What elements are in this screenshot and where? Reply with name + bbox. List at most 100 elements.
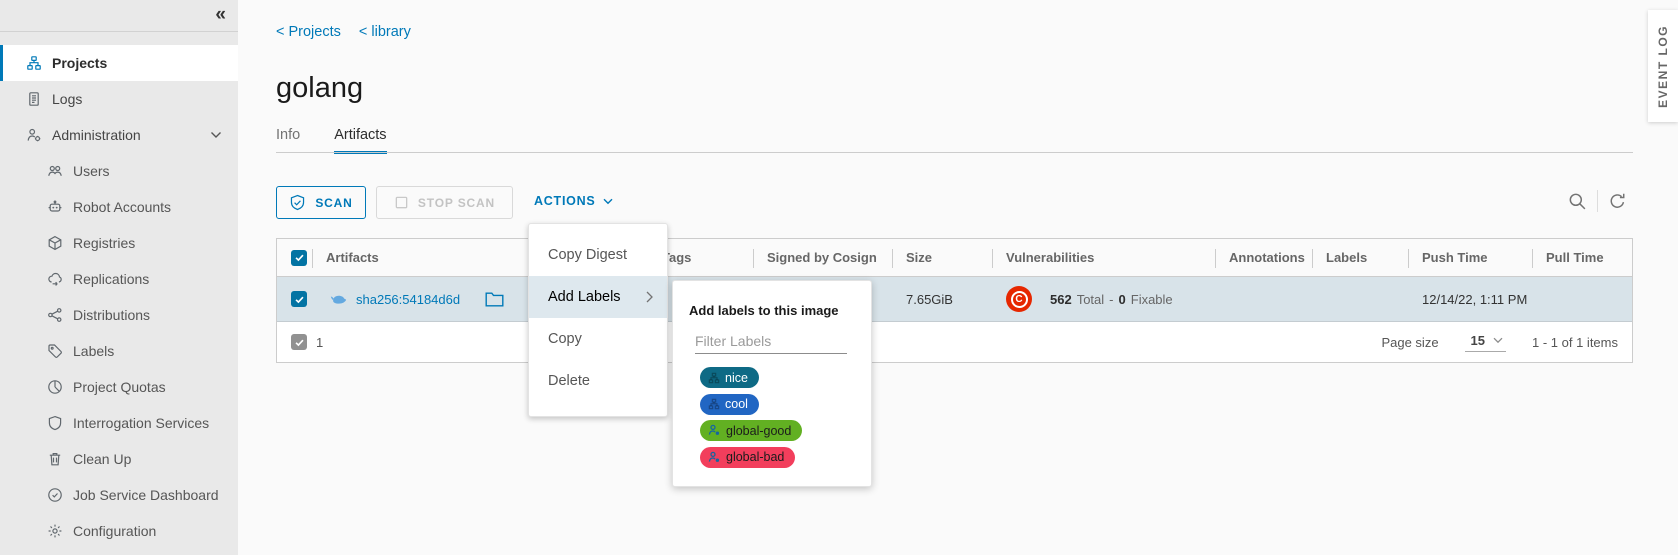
vulnerabilities-cell: C 562 Total - 0 Fixable [992,286,1215,312]
share-icon [47,307,63,323]
column-header-labels[interactable]: Labels [1312,239,1408,276]
breadcrumb-projects-link[interactable]: < Projects [276,24,341,40]
sidebar-item-robot-accounts[interactable]: Robot Accounts [0,189,238,225]
table-footer: 1 Page size 15 1 - 1 of 1 items [277,322,1632,363]
sidebar-item-label: Distributions [73,307,151,323]
label-pill-cool[interactable]: cool [700,393,759,415]
scan-button[interactable]: SCAN [276,186,366,219]
sidebar-item-label: Logs [52,91,83,107]
menu-item-copy-digest[interactable]: Copy Digest [548,247,627,263]
sidebar-item-label: Interrogation Services [73,415,210,431]
global-admin-icon [708,424,721,437]
pagination: Page size 15 1 - 1 of 1 items [1381,333,1618,352]
sidebar-item-label: Robot Accounts [73,199,172,215]
column-header-artifacts[interactable]: Artifacts [312,239,648,276]
menu-item-add-labels[interactable]: Add Labels [529,276,667,318]
footer-checkbox[interactable] [291,334,307,350]
sidebar-nav: Projects Logs Administration [0,45,238,549]
sidebar-item-replications[interactable]: Replications [0,261,238,297]
label-pill-nice[interactable]: nice [700,367,759,388]
label-pill-global-bad[interactable]: global-bad [700,446,796,468]
sidebar-item-interrogation-services[interactable]: Interrogation Services [0,405,238,441]
actions-menu: Copy Digest Add Labels Copy Delete [528,223,668,417]
event-log-tab[interactable]: EVENT LOG [1648,10,1678,122]
trash-icon [47,451,63,467]
sidebar-item-registries[interactable]: Registries [0,225,238,261]
users-icon [47,163,63,179]
sidebar-item-configuration[interactable]: Configuration [0,513,238,549]
sidebar-item-distributions[interactable]: Distributions [0,297,238,333]
sidebar-item-project-quotas[interactable]: Project Quotas [0,369,238,405]
stop-scan-button[interactable]: STOP SCAN [376,186,513,219]
chevron-down-icon [210,131,222,139]
page-size-value: 15 [1470,332,1486,348]
refresh-icon[interactable] [1608,192,1627,211]
label-name: global-bad [726,450,785,464]
scan-button-label: SCAN [315,195,353,210]
global-admin-icon [708,451,721,464]
column-header-pull-time[interactable]: Pull Time [1532,239,1632,276]
page-size-label: Page size [1381,334,1439,350]
shield-check-icon [289,194,306,211]
chevron-down-icon [603,198,613,205]
menu-item-delete[interactable]: Delete [548,373,590,389]
column-header-vulnerabilities[interactable]: Vulnerabilities [992,239,1215,276]
sidebar-header: « [0,0,238,32]
sidebar-item-label: Projects [52,55,108,71]
toolbar-divider [1597,190,1598,212]
table-row[interactable]: sha256:54184d6d 7.65GiB C 562 Total - [277,277,1632,322]
sidebar-item-label: Replications [73,271,150,287]
actions-dropdown-button[interactable]: ACTIONS [534,194,613,208]
artifact-digest-link[interactable]: sha256:54184d6d [356,291,461,307]
filter-labels-input[interactable] [695,331,847,354]
folder-icon[interactable] [485,292,504,307]
sidebar-item-label: Users [73,163,110,179]
tab-artifacts[interactable]: Artifacts [334,127,387,154]
row-checkbox[interactable] [291,291,307,307]
projects-icon [26,55,42,71]
vuln-fixable-count: 0 [1118,291,1126,307]
column-header-push-time[interactable]: Push Time [1408,239,1532,276]
stop-scan-button-label: STOP SCAN [417,195,496,210]
sidebar-collapse-icon[interactable]: « [215,4,226,25]
org-icon [708,398,720,410]
row-select-cell [277,291,312,307]
breadcrumb: < Projects < library [276,24,425,40]
chevron-right-icon [646,291,653,303]
tab-info[interactable]: Info [276,127,301,143]
tabs-divider [276,152,1633,153]
add-labels-popup: Add labels to this image nice cool [672,280,872,487]
sidebar-item-logs[interactable]: Logs [0,81,238,117]
cloud-icon [47,271,63,287]
label-list: nice cool global-good [700,367,855,468]
cube-icon [47,235,63,251]
sidebar-item-clean-up[interactable]: Clean Up [0,441,238,477]
column-header-signed-by-cosign[interactable]: Signed by Cosign [753,239,892,276]
vulnerability-summary: 562 Total - 0 Fixable [1050,292,1173,307]
sidebar-item-labels[interactable]: Labels [0,333,238,369]
sidebar-item-label: Project Quotas [73,379,166,395]
page-size-select[interactable]: 15 [1464,332,1507,352]
breadcrumb-library-link[interactable]: < library [358,24,411,40]
menu-item-copy[interactable]: Copy [548,331,582,347]
event-log-label: EVENT LOG [1656,24,1670,108]
gear-icon [47,523,63,539]
sidebar-item-job-service-dashboard[interactable]: Job Service Dashboard [0,477,238,513]
selected-count: 1 [291,334,323,350]
push-time-cell: 12/14/22, 1:11 PM [1422,291,1528,307]
sidebar-item-administration[interactable]: Administration [0,117,238,153]
toolbar-icons [1568,190,1627,212]
sidebar-item-label: Registries [73,235,136,251]
select-all-checkbox[interactable] [291,249,307,266]
sidebar-item-label: Clean Up [73,451,132,467]
column-header-annotations[interactable]: Annotations [1215,239,1312,276]
sidebar-item-projects[interactable]: Projects [0,45,238,81]
sidebar-item-label: Labels [73,343,115,359]
sidebar: « Projects Logs Administration [0,0,238,555]
sidebar-item-users[interactable]: Users [0,153,238,189]
menu-item-label: Add Labels [548,289,621,305]
search-icon[interactable] [1568,192,1587,211]
column-header-size[interactable]: Size [892,239,992,276]
label-pill-global-good[interactable]: global-good [700,420,803,441]
